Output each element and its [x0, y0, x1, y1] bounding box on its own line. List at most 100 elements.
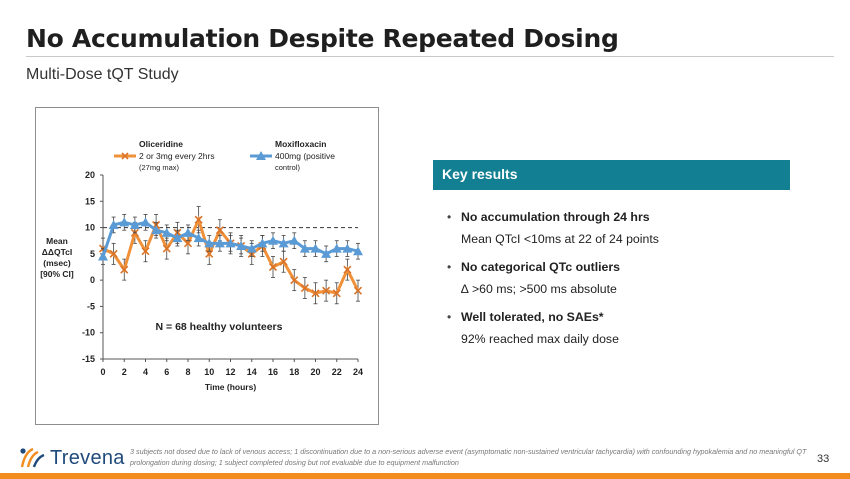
data-point [322, 286, 331, 295]
data-point [268, 235, 278, 245]
x-tick-label: 8 [185, 367, 190, 377]
chart-annotation: N = 68 healthy volunteers [156, 321, 283, 333]
y-axis-title-line: ΔΔQTcI [42, 247, 72, 257]
key-results-header: Key results [433, 160, 790, 189]
y-tick-label: 20 [85, 170, 95, 180]
data-point [332, 289, 341, 298]
y-tick-label: -10 [82, 328, 95, 338]
x-tick-label: 18 [289, 367, 299, 377]
x-tick-label: 12 [225, 367, 235, 377]
bullet: • [447, 260, 452, 274]
key-results-list: • No accumulation through 24 hrs Mean QT… [447, 210, 827, 360]
data-point [162, 244, 171, 253]
x-tick-label: 4 [143, 367, 148, 377]
data-point [183, 227, 193, 237]
y-tick-label: 10 [85, 223, 95, 233]
data-point [289, 235, 300, 245]
data-point [172, 233, 183, 243]
y-axis-title-line: Mean [46, 236, 68, 246]
key-result-item: • No categorical QTc outliers ∆ >60 ms; … [447, 260, 827, 296]
data-point [119, 217, 130, 227]
data-point [108, 219, 119, 229]
data-point [215, 226, 224, 235]
legend-label: 400mg (positive [275, 151, 335, 161]
slide-title: No Accumulation Despite Repeated Dosing [26, 24, 619, 53]
legend-label: (27mg max) [139, 163, 180, 172]
y-tick-label: -5 [87, 301, 95, 311]
data-point [141, 247, 150, 256]
data-point [194, 215, 203, 224]
x-tick-label: 0 [100, 367, 105, 377]
data-point [300, 283, 309, 293]
data-point [321, 248, 332, 258]
data-point [331, 243, 342, 253]
data-point [205, 249, 214, 258]
x-tick-label: 6 [164, 367, 169, 377]
data-point [353, 246, 363, 256]
x-tick-label: 22 [332, 367, 342, 377]
key-results-divider [433, 189, 790, 190]
legend-marker [256, 151, 266, 160]
data-point [183, 239, 193, 248]
data-point [204, 238, 215, 248]
y-tick-label: 15 [85, 196, 95, 206]
data-point [279, 257, 288, 266]
data-point [214, 238, 225, 248]
chart-panel: 20 15 10 5 0 -5 -10 -15 0 2 4 6 8 10 12 14 16 18 20 22 24 Tim… [35, 107, 379, 425]
key-result-heading: No accumulation through 24 hrs [461, 210, 650, 224]
data-point [299, 243, 310, 253]
footnote: 3 subjects not dosed due to lack of veno… [130, 447, 807, 467]
data-point [311, 289, 320, 298]
series-line [102, 215, 360, 296]
key-result-item: • Well tolerated, no SAEs* 92% reached m… [447, 310, 827, 346]
legend-marker [121, 152, 129, 160]
bullet: • [447, 310, 452, 324]
x-tick-label: 16 [268, 367, 278, 377]
key-result-item: • No accumulation through 24 hrs Mean QT… [447, 210, 827, 246]
data-point [342, 243, 353, 253]
legend-title: Oliceridine [139, 139, 183, 149]
x-tick-label: 24 [353, 367, 363, 377]
page-number: 33 [817, 453, 830, 465]
key-result-heading: No categorical QTc outliers [461, 260, 620, 274]
y-tick-label: 0 [90, 275, 95, 285]
y-axis-title-line: [90% CI] [40, 269, 74, 279]
legend-title: Moxifloxacin [275, 139, 326, 149]
data-point [353, 286, 363, 295]
data-point [246, 243, 257, 253]
logo-mark-icon [20, 447, 45, 468]
data-point [98, 251, 108, 261]
title-divider [26, 56, 834, 57]
x-tick-label: 14 [247, 367, 257, 377]
data-point [257, 238, 268, 248]
data-point [140, 217, 151, 227]
data-point [151, 225, 162, 235]
x-tick-label: 2 [122, 367, 127, 377]
data-point [225, 238, 236, 248]
data-point [109, 249, 118, 258]
company-logo: Trevena [18, 445, 125, 471]
legend-label: control) [275, 163, 301, 172]
data-point [193, 233, 204, 243]
x-tick-label: 20 [310, 367, 320, 377]
y-tick-label: -15 [82, 354, 95, 364]
key-result-detail: 92% reached max daily dose [461, 332, 619, 346]
legend-label: 2 or 3mg every 2hrs [139, 151, 215, 161]
data-point [310, 243, 321, 253]
data-point [290, 276, 299, 285]
data-point [129, 219, 140, 229]
data-point [343, 265, 352, 274]
y-tick-label: 5 [90, 249, 95, 259]
y-axis-title-line: (msec) [43, 258, 71, 268]
logo-text: Trevena [50, 447, 125, 469]
x-tick-label: 10 [204, 367, 214, 377]
key-result-detail: ∆ >60 ms; >500 ms absolute [461, 282, 617, 296]
data-point [161, 227, 172, 237]
bottom-accent-bar [0, 473, 850, 479]
slide-subtitle: Multi-Dose tQT Study [26, 66, 179, 83]
key-result-heading: Well tolerated, no SAEs* [461, 310, 604, 324]
data-point [236, 240, 247, 250]
key-result-detail: Mean QTcI <10ms at 22 of 24 points [461, 232, 659, 246]
data-point [268, 262, 278, 272]
